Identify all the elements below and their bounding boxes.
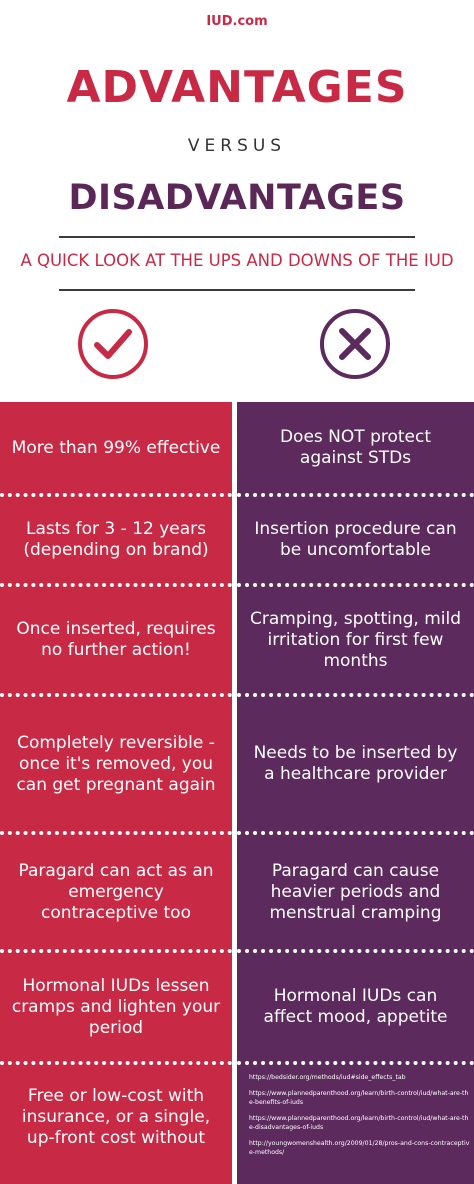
- advantage-item: Hormonal IUDs lessen cramps and lighten …: [11, 975, 221, 1038]
- advantage-item: Paragard can act as an emergency contrac…: [18, 860, 214, 923]
- advantage-item: Free or low-cost with insurance, or a si…: [21, 1085, 211, 1148]
- x-circle-icon: [320, 309, 390, 379]
- row-divider: [237, 693, 474, 697]
- references-box: https://bedsider.org/methods/iud#side_ef…: [237, 1065, 474, 1184]
- versus-label: VERSUS: [187, 136, 287, 156]
- reference-link[interactable]: https://www.plannedparenthood.org/learn/…: [249, 1115, 469, 1131]
- references-list: https://bedsider.org/methods/iud#side_ef…: [249, 1073, 471, 1164]
- header: IUD.com ADVANTAGES VERSUS DISADVANTAGES …: [0, 0, 474, 402]
- disadvantages-column: Does NOT protect against STDs Insertion …: [237, 402, 474, 1184]
- comparison-table: More than 99% effective Lasts for 3 - 12…: [0, 402, 474, 1184]
- row-divider: [237, 1061, 474, 1065]
- row-divider: [0, 949, 232, 953]
- check-circle-icon: [78, 309, 148, 379]
- disadvantage-item: Hormonal IUDs can affect mood, appetite: [263, 986, 448, 1027]
- row-divider: [0, 493, 232, 497]
- row-divider: [0, 583, 232, 587]
- advantage-item: Lasts for 3 - 12 years (depending on bra…: [23, 519, 209, 560]
- row-divider: [237, 493, 474, 497]
- tagline: A QUICK LOOK AT THE UPS AND DOWNS OF THE…: [20, 251, 454, 270]
- advantage-item: Completely reversible - once it's remove…: [16, 732, 216, 795]
- disadvantages-title: DISADVANTAGES: [68, 178, 406, 218]
- reference-link[interactable]: http://youngwomenshealth.org/2009/01/28/…: [249, 1140, 470, 1156]
- advantage-item: More than 99% effective: [11, 437, 221, 458]
- bottom-divider-rule: [59, 289, 415, 291]
- disadvantage-item: Insertion procedure can be uncomfortable: [254, 519, 457, 560]
- reference-link[interactable]: https://www.plannedparenthood.org/learn/…: [249, 1090, 469, 1106]
- advantage-item: Once inserted, requires no further actio…: [16, 619, 216, 660]
- row-divider: [237, 583, 474, 587]
- row-divider: [0, 693, 232, 697]
- disadvantage-item: Paragard can cause heavier periods and m…: [269, 860, 442, 923]
- advantages-column: More than 99% effective Lasts for 3 - 12…: [0, 402, 232, 1184]
- row-divider: [0, 1061, 232, 1065]
- disadvantage-item: Does NOT protect against STDs: [279, 427, 432, 468]
- advantages-title: ADVANTAGES: [66, 62, 408, 113]
- row-divider: [0, 831, 232, 835]
- row-divider: [237, 949, 474, 953]
- reference-link[interactable]: https://bedsider.org/methods/iud#side_ef…: [249, 1074, 406, 1081]
- top-divider-rule: [59, 236, 415, 238]
- row-divider: [237, 831, 474, 835]
- brand-label[interactable]: IUD.com: [206, 14, 268, 29]
- disadvantage-item: Cramping, spotting, mild irritation for …: [250, 608, 461, 671]
- disadvantage-item: Needs to be inserted by a healthcare pro…: [253, 743, 458, 784]
